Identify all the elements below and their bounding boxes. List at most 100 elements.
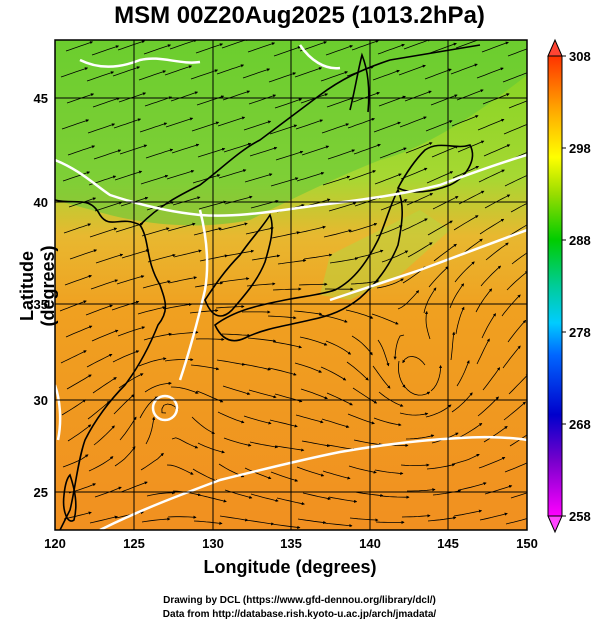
streamline (478, 456, 506, 469)
streamline (61, 399, 87, 416)
plot-frame (54, 39, 528, 531)
streamline (249, 146, 278, 157)
streamline (328, 496, 358, 503)
streamline (116, 275, 145, 285)
streamline (163, 302, 193, 310)
streamline (354, 491, 384, 498)
streamline (217, 411, 245, 424)
streamline (245, 519, 275, 526)
streamline (381, 250, 409, 263)
streamline (249, 441, 279, 449)
streamline (476, 338, 490, 365)
streamline (349, 517, 379, 522)
streamline (458, 482, 487, 491)
streamline (327, 149, 356, 160)
streamline (302, 492, 332, 501)
streamline (321, 418, 350, 428)
streamline (140, 452, 164, 471)
streamline (510, 492, 527, 499)
streamline (301, 440, 331, 448)
streamline (117, 40, 146, 51)
streamline (484, 485, 513, 495)
streamline (485, 242, 509, 261)
streamline (145, 148, 174, 159)
streamline (147, 253, 176, 263)
streamline (113, 118, 142, 129)
streamline (69, 249, 98, 260)
x-tick-label: 120 (44, 536, 66, 551)
streamline (220, 277, 250, 283)
streamline (60, 67, 89, 78)
streamline (322, 470, 351, 480)
streamline (478, 169, 505, 183)
streamline (320, 366, 347, 381)
streamline (455, 306, 465, 335)
streamline (432, 196, 459, 210)
streamline (140, 174, 169, 185)
streamline (399, 116, 427, 128)
streamline (433, 243, 457, 262)
colorbar-tick-label: 268 (569, 417, 591, 432)
streamline (510, 202, 527, 213)
streamline (401, 218, 428, 232)
streamline (352, 387, 378, 404)
streamline (219, 222, 248, 231)
streamline (269, 419, 298, 428)
streamline (89, 227, 118, 238)
streamline (348, 170, 376, 181)
streamline (146, 491, 176, 497)
streamline (428, 266, 449, 288)
streamline (505, 518, 527, 525)
streamline (67, 424, 92, 442)
streamline (65, 325, 93, 338)
streamline (91, 329, 119, 342)
streamline (404, 90, 432, 102)
streamline (275, 445, 305, 452)
streamline (88, 456, 114, 472)
grid-lines (55, 40, 527, 530)
streamline (168, 276, 198, 284)
streamline (424, 68, 452, 80)
streamline (429, 42, 457, 54)
streamline (400, 463, 430, 467)
streamline (326, 392, 353, 406)
streamline (216, 359, 246, 366)
streamline (112, 66, 141, 77)
streamline (296, 171, 325, 182)
streamline (298, 282, 328, 286)
streamline (380, 199, 408, 211)
streamline (143, 44, 172, 55)
streamline (273, 46, 302, 57)
streamline (166, 464, 194, 475)
streamline (353, 143, 381, 155)
streamline (296, 466, 325, 477)
streamline (423, 287, 437, 314)
streamline (271, 523, 301, 529)
streamline (95, 253, 124, 264)
streamline (403, 40, 431, 50)
streamline (402, 355, 426, 366)
streamline (139, 122, 168, 133)
streamline (273, 341, 303, 349)
streamline (325, 340, 352, 355)
streamline (346, 361, 369, 381)
streamline (144, 381, 172, 393)
streamline (191, 416, 215, 434)
x-tick-label: 130 (202, 536, 224, 551)
streamline (223, 437, 252, 447)
streamline (243, 415, 272, 425)
streamline (242, 68, 271, 79)
streamline (221, 333, 251, 337)
streamline (400, 167, 428, 180)
streamline (146, 201, 175, 211)
streamline (90, 279, 119, 290)
streamline (145, 416, 156, 445)
streamline (224, 489, 253, 499)
streamline (405, 434, 435, 440)
streamline (277, 259, 307, 265)
streamline (507, 319, 527, 343)
streamline (61, 119, 90, 130)
streamline (407, 488, 436, 492)
streamline (351, 40, 380, 51)
streamline (503, 401, 526, 421)
